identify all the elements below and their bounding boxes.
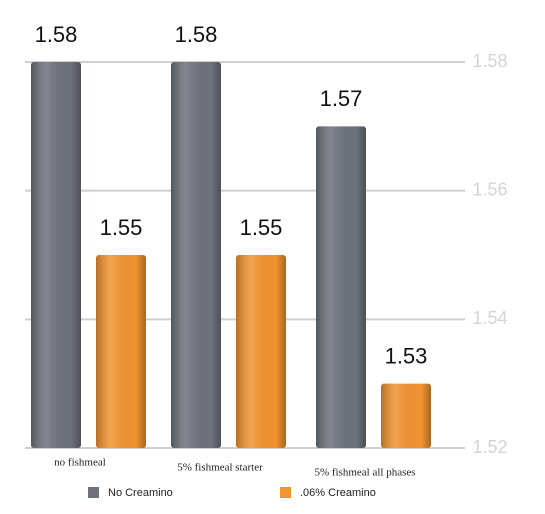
legend-label: No Creamino — [108, 487, 173, 499]
x-tick-label: 5% fishmeal all phases — [314, 467, 415, 479]
y-tick-label: 1.52 — [472, 437, 507, 457]
bar-shade — [236, 255, 286, 448]
legend-label: .06% Creamino — [300, 487, 376, 499]
bar-shade — [31, 62, 81, 448]
data-label: 1.55 — [100, 215, 143, 240]
x-tick-label: no fishmeal — [54, 457, 106, 469]
data-label: 1.53 — [385, 343, 428, 368]
bar-shade — [171, 62, 221, 448]
x-tick-label: 5% fishmeal starter — [177, 462, 263, 474]
bar-shade — [381, 383, 431, 448]
data-label: 1.58 — [175, 22, 218, 47]
bar-shade — [96, 255, 146, 448]
y-tick-label: 1.56 — [472, 179, 507, 199]
data-label: 1.58 — [35, 22, 78, 47]
legend-swatch — [280, 487, 291, 498]
y-tick-label: 1.54 — [472, 308, 507, 328]
data-label: 1.57 — [320, 86, 363, 111]
bar-shade — [316, 126, 366, 448]
data-label: 1.55 — [240, 215, 283, 240]
legend-swatch — [88, 487, 99, 498]
y-tick-label: 1.58 — [472, 51, 507, 71]
